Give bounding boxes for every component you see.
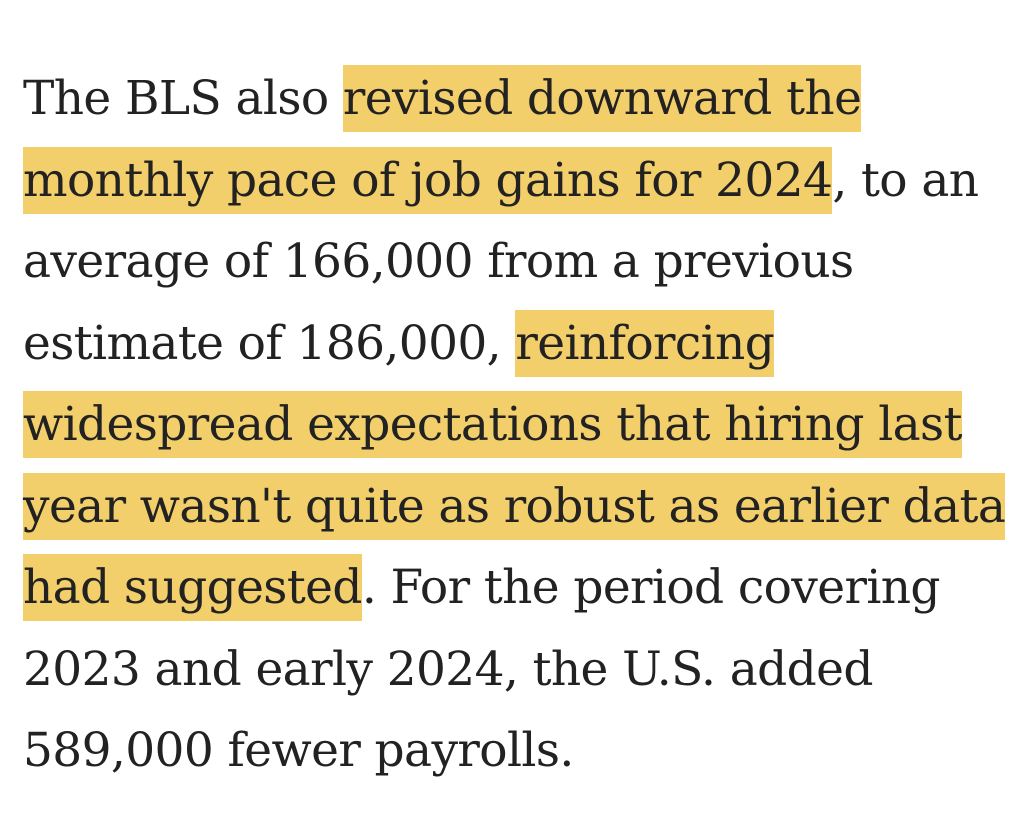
text-segment-average: , to an average of 166,000 from a previo… [23,152,979,371]
text-segment-intro: The BLS also [23,71,343,126]
article-paragraph: The BLS also revised downward the monthl… [23,58,1013,792]
text-segment-payrolls: . For the period covering 2023 and early… [23,560,941,778]
